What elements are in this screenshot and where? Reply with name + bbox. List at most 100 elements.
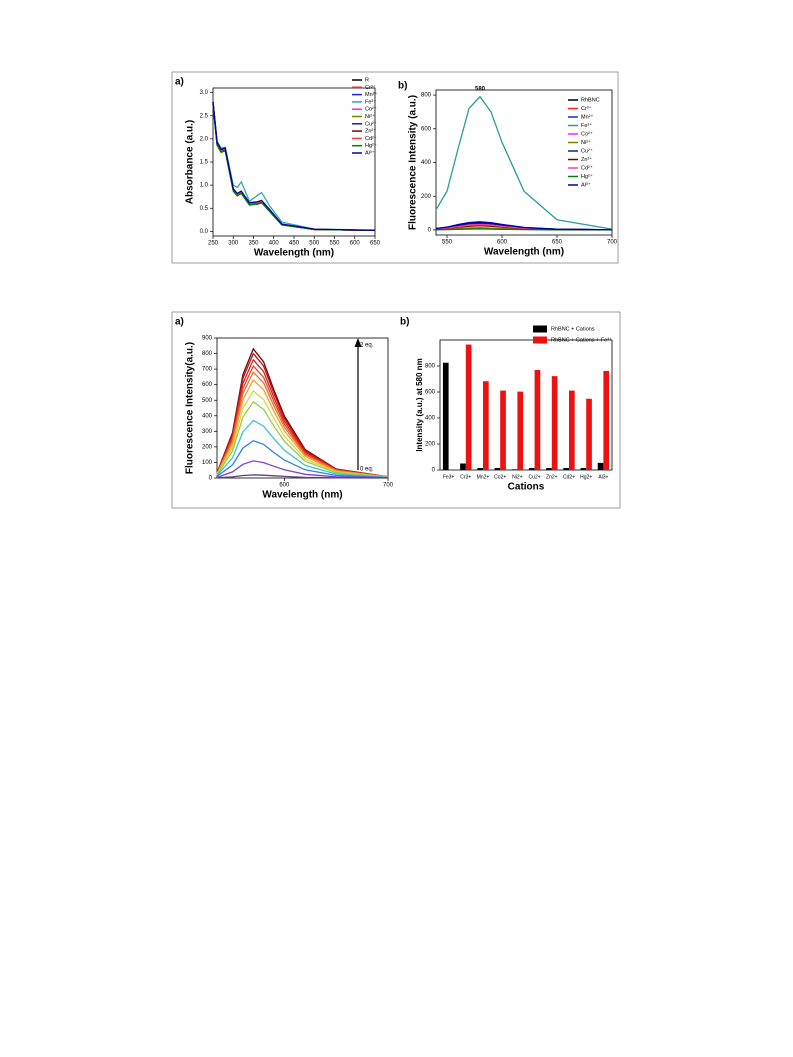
x-tick-label: 250 <box>208 241 219 247</box>
legend-label: Zn²⁺ <box>365 128 376 135</box>
spectrum-line <box>216 474 389 479</box>
legend-label: Ni²⁺ <box>581 139 591 146</box>
x-tick-label: Al3+ <box>598 474 608 480</box>
bar <box>603 370 610 470</box>
plot-frame <box>212 87 376 237</box>
annotation: 2 eq. <box>360 343 374 349</box>
y-tick-label: 800 <box>425 364 436 370</box>
legend-label: Mn²⁺ <box>581 113 593 120</box>
legend-label: Mn²⁺ <box>365 91 377 98</box>
spectrum-line <box>216 364 389 478</box>
x-tick-label: Zn2+ <box>546 474 558 480</box>
spectrum-line <box>216 371 389 478</box>
y-tick-label: 200 <box>202 444 213 450</box>
spectrum-line <box>216 389 389 478</box>
y-tick-label: 400 <box>425 416 436 422</box>
bar <box>580 468 587 470</box>
legend-label: R <box>365 77 369 83</box>
legend-label: Ni²⁺ <box>365 113 375 120</box>
x-tick-label: Cu2+ <box>529 474 541 480</box>
x-axis-label: Wavelength (nm) <box>484 247 564 258</box>
x-tick-label: Mn2+ <box>477 474 490 480</box>
y-tick-label: 3.0 <box>200 90 209 96</box>
x-tick-label: 650 <box>552 240 563 246</box>
bar <box>528 468 535 470</box>
spectrum-line <box>212 103 376 232</box>
spectrum-line <box>212 101 376 231</box>
bar <box>511 469 518 470</box>
spectrum-line <box>212 103 376 232</box>
bar <box>494 468 501 470</box>
x-axis-label: Wavelength (nm) <box>254 248 334 259</box>
legend-label: Cu²⁺ <box>581 147 593 154</box>
y-tick-label: 0.5 <box>200 206 209 212</box>
legend-label: Al³⁺ <box>581 181 591 188</box>
legend-label: Cu²⁺ <box>365 120 377 127</box>
y-tick-label: 900 <box>202 336 213 342</box>
bar <box>465 344 472 470</box>
spectrum-line <box>216 378 389 478</box>
x-tick-label: 450 <box>289 241 300 247</box>
y-axis-label: Fluorescence Intensity (a.u.) <box>408 95 419 230</box>
legend-label: Cd²⁺ <box>581 164 593 171</box>
spectrum-line <box>216 419 389 479</box>
spectrum-line <box>212 102 376 232</box>
x-tick-label: 700 <box>383 483 394 489</box>
y-tick-label: 800 <box>202 351 213 357</box>
x-tick-label: Hg2+ <box>580 474 592 480</box>
x-tick-label: Ni2+ <box>512 474 523 480</box>
x-tick-label: 550 <box>442 240 453 246</box>
x-tick-label: Cr3+ <box>460 474 471 480</box>
legend-label: Co²⁺ <box>581 130 593 137</box>
y-tick-label: 0 <box>432 468 436 474</box>
x-tick-label: 300 <box>228 241 239 247</box>
y-tick-label: 800 <box>421 93 432 99</box>
legend-label: Co²⁺ <box>365 106 377 113</box>
legend-swatch <box>533 325 547 333</box>
x-tick-label: 600 <box>350 241 361 247</box>
bar <box>546 468 552 470</box>
bar <box>517 391 524 470</box>
spectrum-line <box>212 104 376 232</box>
y-tick-label: 100 <box>202 460 213 466</box>
y-tick-label: 400 <box>202 413 213 419</box>
y-tick-label: 600 <box>421 126 432 132</box>
panel-label: b) <box>400 317 409 328</box>
spectrum-line <box>435 228 613 231</box>
spectrum-line <box>435 221 613 231</box>
legend-label: Hg²⁺ <box>365 142 377 149</box>
x-tick-label: 550 <box>329 241 340 247</box>
spectrum-line <box>212 101 376 232</box>
x-tick-label: 500 <box>309 241 320 247</box>
y-tick-label: 1.0 <box>200 183 209 189</box>
bar <box>563 468 569 470</box>
spectrum-line <box>212 102 376 232</box>
y-tick-label: 300 <box>202 429 213 435</box>
figure-frame <box>171 71 619 264</box>
y-tick-label: 500 <box>202 398 213 404</box>
legend-label: RhBNC <box>581 97 600 103</box>
annotation: 0 eq. <box>360 467 374 473</box>
spectrum-line <box>212 101 376 232</box>
peak-annotation: 580 <box>475 86 486 92</box>
y-axis-label: Absorbance (a.u.) <box>185 120 196 204</box>
y-tick-label: 600 <box>425 390 436 396</box>
y-axis-label: Intensity (a.u.) at 580 nm <box>415 358 424 451</box>
y-tick-label: 2.5 <box>200 113 209 119</box>
y-tick-label: 200 <box>421 194 432 200</box>
panel-label: b) <box>398 81 407 92</box>
x-tick-label: Co2+ <box>494 474 506 480</box>
y-tick-label: 2.0 <box>200 136 209 142</box>
legend-label: Al³⁺ <box>365 149 375 156</box>
x-tick-label: 650 <box>370 241 381 247</box>
x-tick-label: 700 <box>607 240 618 246</box>
spectrum-line <box>212 101 376 232</box>
y-tick-label: 200 <box>425 442 436 448</box>
spectrum-line <box>216 347 389 478</box>
spectrum-line <box>216 400 389 478</box>
legend-label: RhBNC + Cations <box>551 326 595 332</box>
x-tick-label: 600 <box>279 483 290 489</box>
legend-label: Fe³⁺ <box>581 122 592 129</box>
y-axis-label: Fluorescence Intensity(a.u.) <box>185 342 196 474</box>
bar <box>460 463 466 470</box>
